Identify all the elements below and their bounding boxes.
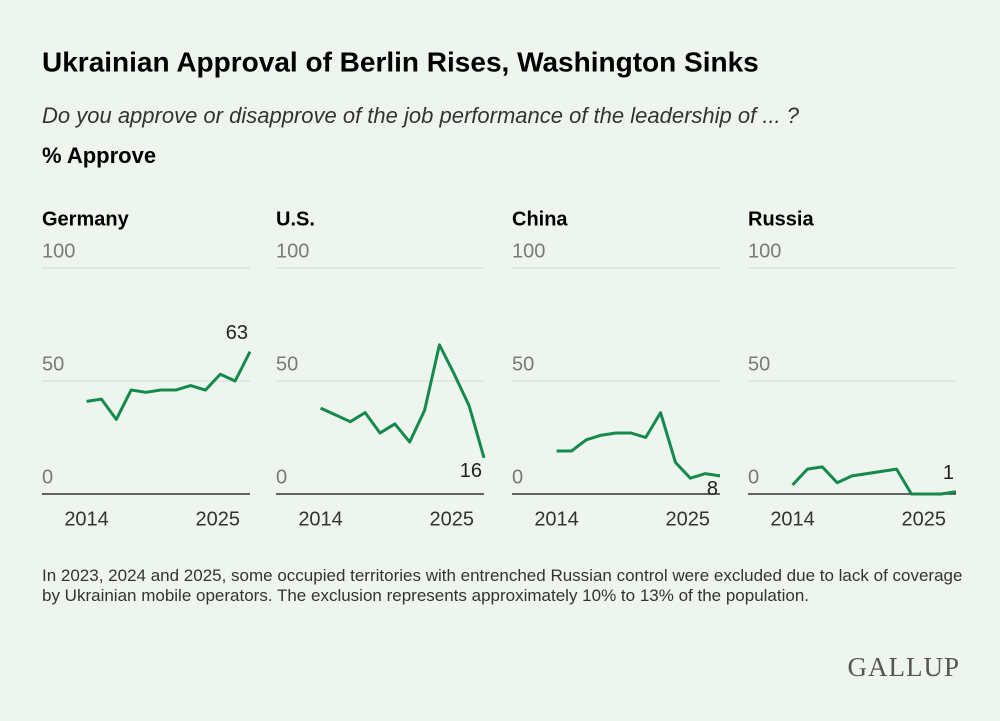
- y-tick-label: 50: [42, 353, 64, 375]
- x-tick-label: 2014: [64, 508, 109, 530]
- x-tick-label: 2025: [666, 508, 711, 530]
- panel-title: China: [512, 208, 568, 230]
- y-tick-label: 50: [512, 353, 534, 375]
- series-line: [319, 343, 486, 459]
- value-label: 8: [707, 478, 718, 500]
- x-tick-label: 2025: [196, 508, 241, 530]
- series-line: [791, 465, 957, 496]
- value-label: 63: [226, 322, 248, 344]
- panel-title: U.S.: [276, 208, 315, 230]
- panel-title: Russia: [748, 208, 814, 230]
- y-tick-label: 100: [42, 240, 75, 262]
- value-label: 16: [460, 460, 482, 482]
- y-tick-label: 100: [512, 240, 545, 262]
- x-tick-label: 2014: [770, 508, 815, 530]
- series-line: [86, 350, 252, 421]
- y-tick-label: 100: [276, 240, 309, 262]
- y-tick-label: 0: [512, 466, 523, 488]
- value-label: 1: [943, 462, 954, 484]
- x-tick-label: 2014: [534, 508, 579, 530]
- y-tick-label: 100: [748, 240, 781, 262]
- x-tick-label: 2025: [902, 508, 947, 530]
- x-tick-label: 2025: [430, 508, 475, 530]
- logo: GALLUP: [847, 652, 960, 682]
- subtitle: Do you approve or disapprove of the job …: [42, 103, 800, 128]
- series-line: [556, 411, 721, 480]
- measure-label: % Approve: [42, 143, 156, 168]
- y-tick-label: 50: [748, 353, 770, 375]
- chart-title: Ukrainian Approval of Berlin Rises, Wash…: [42, 46, 759, 77]
- panel-title: Germany: [42, 208, 130, 230]
- y-tick-label: 0: [276, 466, 287, 488]
- y-tick-label: 0: [748, 466, 759, 488]
- x-tick-label: 2014: [298, 508, 343, 530]
- y-tick-label: 0: [42, 466, 53, 488]
- footnote: In 2023, 2024 and 2025, some occupied te…: [42, 566, 963, 605]
- y-tick-label: 50: [276, 353, 298, 375]
